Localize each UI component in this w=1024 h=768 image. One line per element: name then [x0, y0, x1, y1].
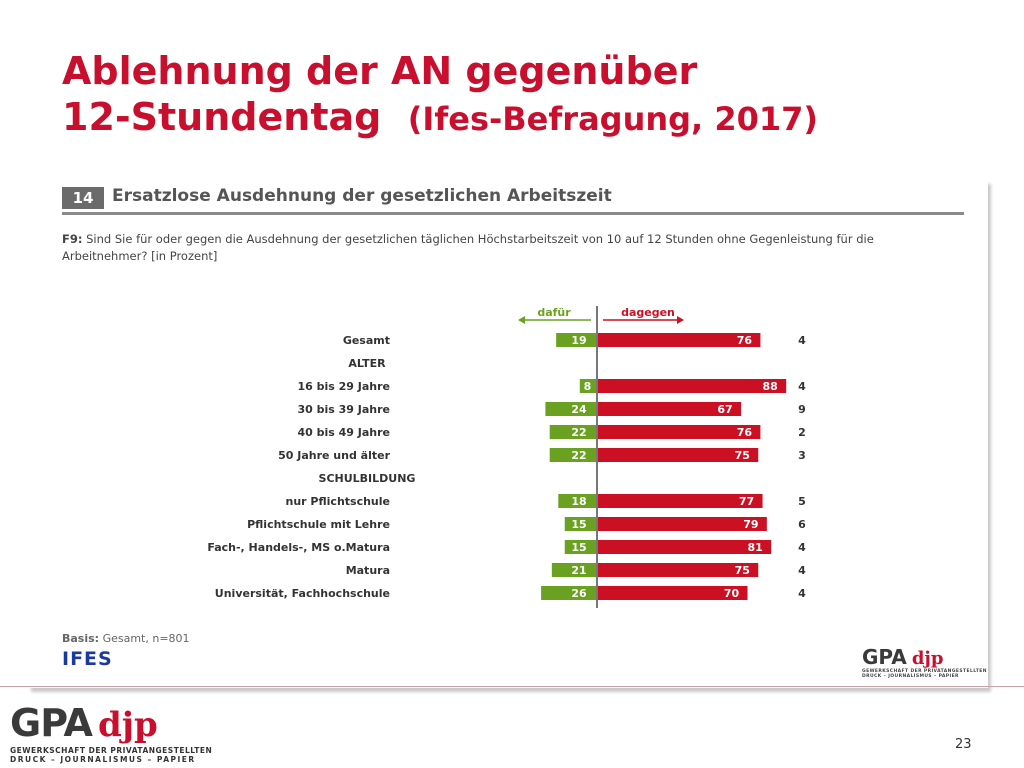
ifes-logo: IFES	[62, 648, 113, 670]
other-value: 2	[798, 426, 806, 439]
logo-sub-line-2: DRUCK – JOURNALISMUS – PAPIER	[10, 755, 196, 764]
bar-against-value: 79	[743, 518, 758, 531]
footer-divider	[0, 686, 1024, 687]
bar-against-value: 70	[724, 587, 740, 600]
subtitle-divider	[62, 212, 964, 215]
legend-for-label: dafür	[537, 306, 571, 319]
page-number: 23	[955, 737, 972, 752]
survey-question: F9: Sind Sie für oder gegen die Ausdehnu…	[62, 231, 952, 265]
bar-for-value: 22	[571, 426, 586, 439]
figure-subtitle: Ersatzlose Ausdehnung der gesetzlichen A…	[112, 186, 612, 206]
row-label: Pflichtschule mit Lehre	[247, 518, 390, 531]
other-value: 6	[798, 518, 806, 531]
bar-against	[597, 333, 761, 347]
bar-against	[597, 448, 759, 462]
figure-panel	[28, 180, 988, 688]
bar-for-value: 26	[571, 587, 587, 600]
slide-title: Ablehnung der AN gegenüber 12-Stundentag…	[62, 48, 818, 141]
row-label: 40 bis 49 Jahre	[297, 426, 390, 439]
bar-for	[564, 540, 597, 554]
bar-against-value: 76	[737, 426, 753, 439]
bar-for	[545, 402, 597, 416]
row-label: Matura	[346, 564, 390, 577]
bar-for-value: 18	[571, 495, 586, 508]
row-heading: ALTER	[348, 357, 386, 370]
bar-for	[549, 448, 597, 462]
other-value: 4	[798, 334, 806, 347]
row-label: 30 bis 39 Jahre	[297, 403, 390, 416]
bar-for-value: 8	[584, 380, 592, 393]
bar-against-value: 75	[735, 449, 750, 462]
bar-for-value: 15	[571, 541, 586, 554]
basis-text: Gesamt, n=801	[102, 632, 190, 645]
small-logo-djp: djp	[911, 648, 944, 669]
small-logo-sub1: GEWERKSCHAFT DER PRIVATANGESTELLTEN	[862, 669, 987, 674]
legend-for-arrowhead	[518, 316, 525, 324]
bar-for	[549, 425, 597, 439]
bar-for-value: 24	[571, 403, 587, 416]
question-text: Sind Sie für oder gegen die Ausdehnung d…	[62, 232, 874, 263]
bar-for-value: 21	[571, 564, 586, 577]
logo-sub-line-1: GEWERKSCHAFT DER PRIVATANGESTELLTEN	[10, 746, 213, 755]
bar-against	[597, 540, 772, 554]
bar-for	[558, 494, 597, 508]
question-label: F9:	[62, 232, 83, 246]
bar-for	[564, 517, 597, 531]
bar-against-value: 77	[739, 495, 754, 508]
row-label: Fach-, Handels-, MS o.Matura	[207, 541, 390, 554]
title-line-2: 12-Stundentag (Ifes-Befragung, 2017)	[62, 94, 818, 140]
row-heading: SCHULBILDUNG	[319, 472, 416, 485]
bar-against	[597, 402, 742, 416]
other-value: 9	[798, 403, 806, 416]
bar-for-value: 22	[571, 449, 586, 462]
bar-against	[597, 586, 748, 600]
title-paren: (Ifes-Befragung, 2017)	[407, 100, 819, 139]
bar-against-value: 76	[737, 334, 753, 347]
other-value: 3	[798, 449, 806, 462]
basis-note: Basis: Gesamt, n=801	[62, 632, 190, 645]
title-line-1: Ablehnung der AN gegenüber	[62, 49, 698, 93]
bar-for-value: 19	[571, 334, 586, 347]
other-value: 4	[798, 587, 806, 600]
gpa-djp-logo: GPA djp GEWERKSCHAFT DER PRIVATANGESTELLT…	[10, 704, 212, 764]
bar-against-value: 67	[717, 403, 732, 416]
other-value: 4	[798, 541, 806, 554]
bar-against	[597, 425, 761, 439]
bar-for	[541, 586, 597, 600]
row-label: 16 bis 29 Jahre	[297, 380, 390, 393]
bar-against-value: 81	[747, 541, 762, 554]
legend-against-label: dagegen	[621, 306, 675, 319]
bar-against	[597, 494, 763, 508]
small-logo-gpa: GPA	[862, 645, 907, 669]
bar-for	[556, 333, 597, 347]
bar-for	[579, 379, 597, 393]
figure-number-badge: 14	[62, 187, 104, 209]
row-label: nur Pflichtschule	[286, 495, 390, 508]
small-logo-sub2: DRUCK – JOURNALISMUS – PAPIER	[862, 674, 959, 679]
bar-for	[551, 563, 597, 577]
bar-against-value: 88	[763, 380, 778, 393]
basis-label: Basis:	[62, 632, 100, 645]
title-main: 12-Stundentag	[62, 95, 382, 140]
row-label: 50 Jahre und älter	[278, 449, 390, 462]
logo-djp: djp	[97, 705, 158, 745]
row-label: Universität, Fachhochschule	[215, 587, 390, 600]
bar-for-value: 15	[571, 518, 586, 531]
bar-against	[597, 563, 759, 577]
other-value: 5	[798, 495, 806, 508]
other-value: 4	[798, 380, 806, 393]
bar-against	[597, 517, 767, 531]
bar-against	[597, 379, 787, 393]
bar-against-value: 75	[735, 564, 750, 577]
row-label: Gesamt	[343, 334, 390, 347]
other-value: 4	[798, 564, 806, 577]
small-gpa-djp-logo: GPA djp GEWERKSCHAFT DER PRIVATANGESTELL…	[862, 645, 987, 679]
logo-gpa: GPA	[10, 701, 93, 745]
legend-against-arrowhead	[677, 316, 684, 324]
